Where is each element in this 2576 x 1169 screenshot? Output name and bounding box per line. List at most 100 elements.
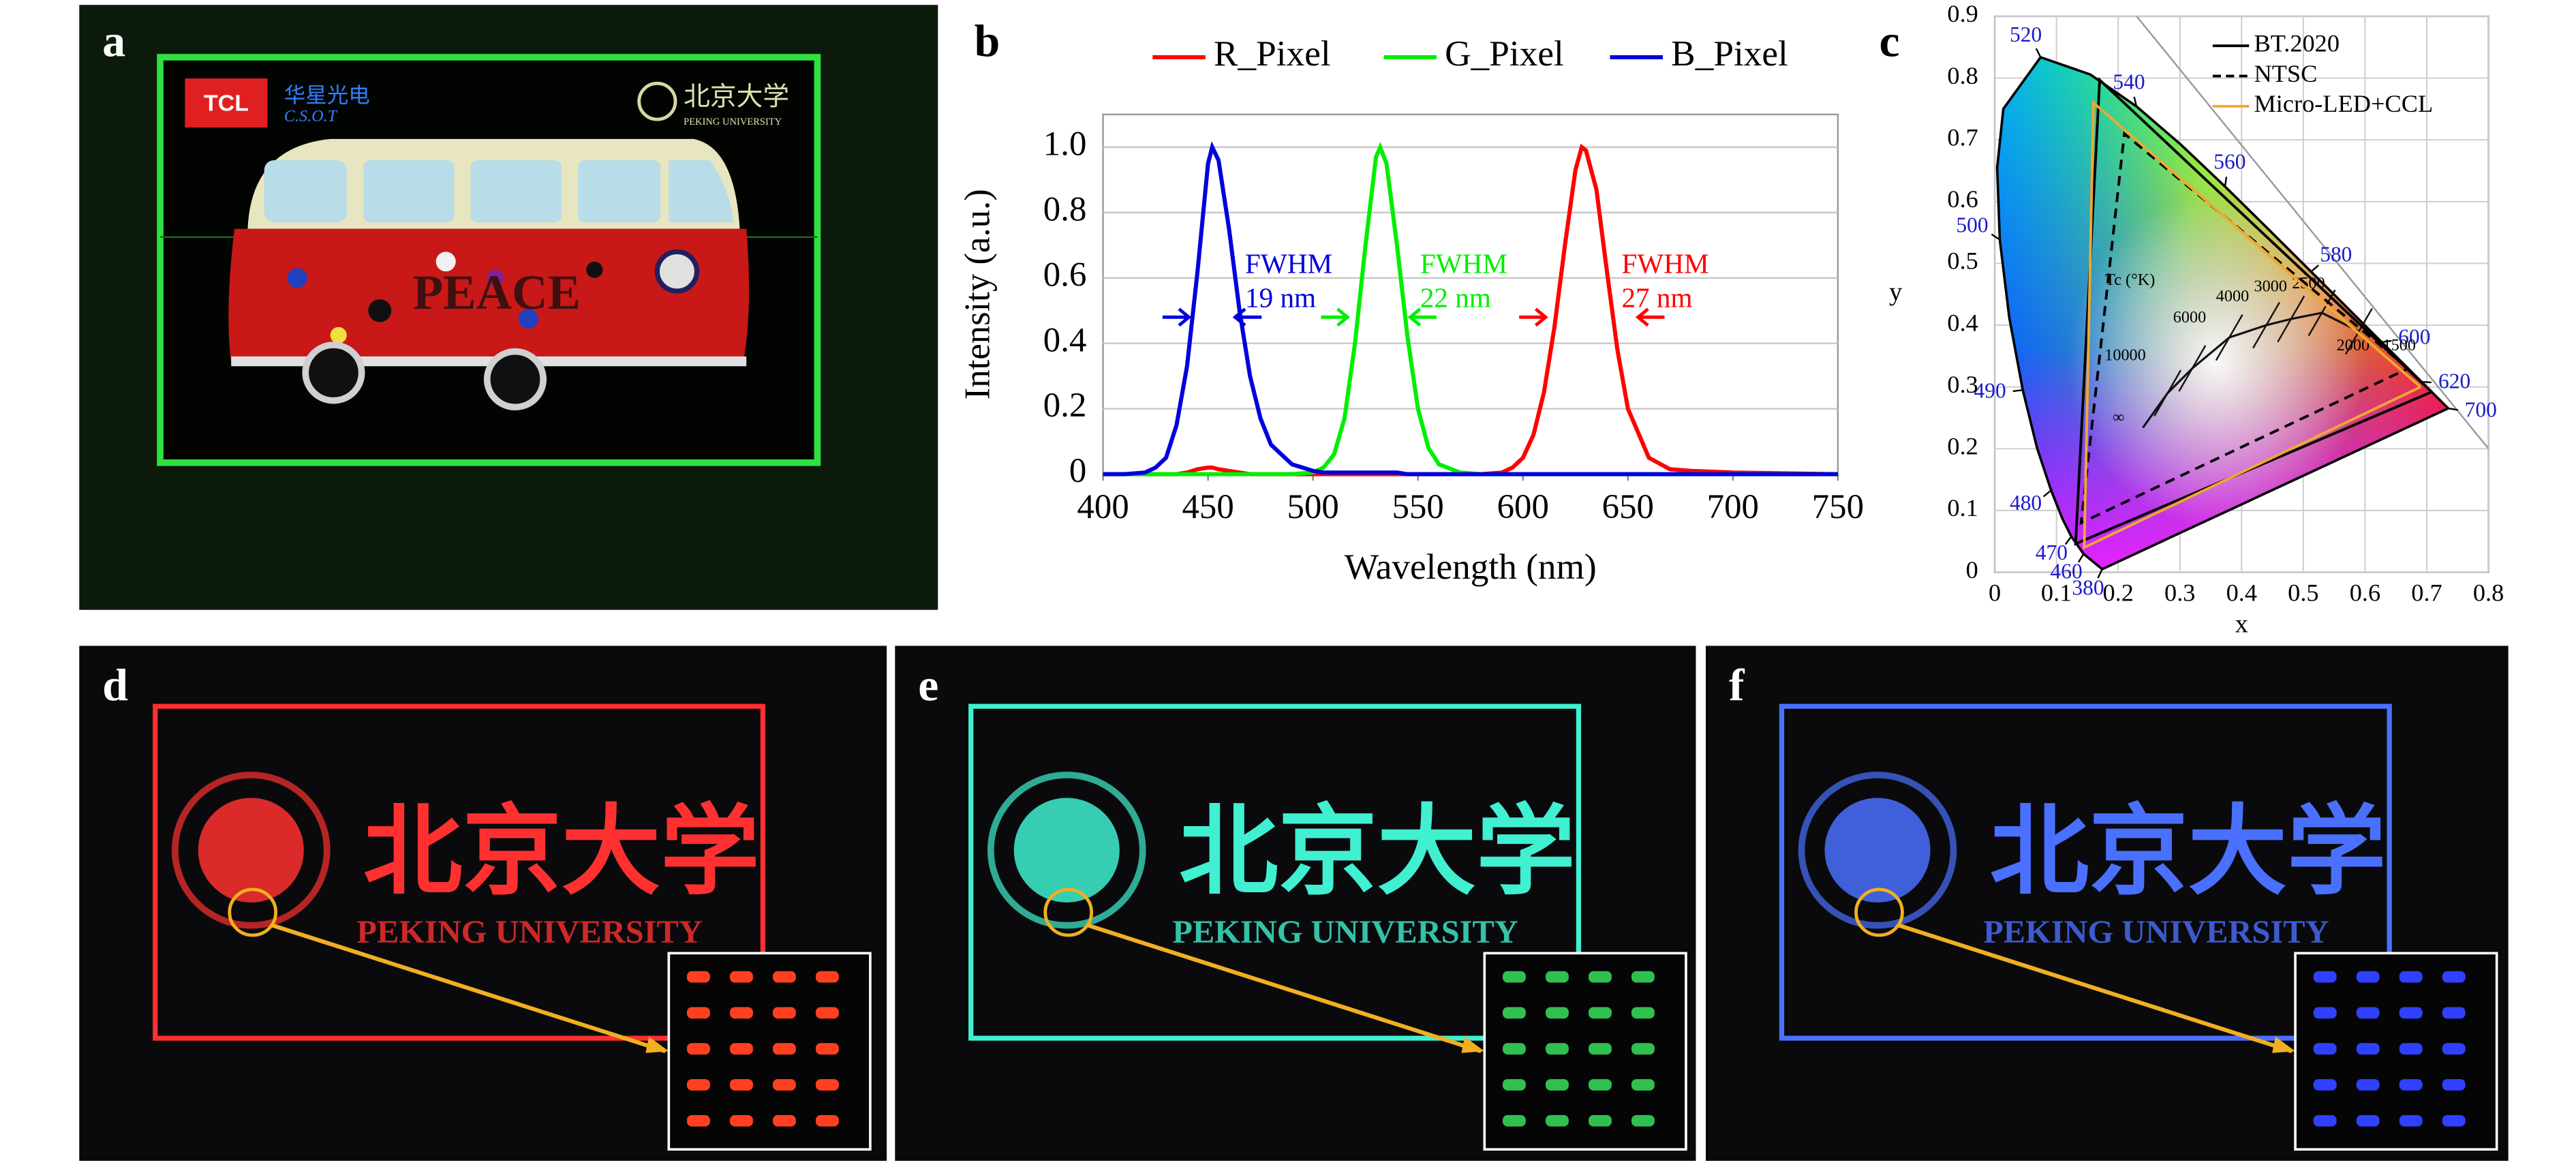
pixel [773, 1007, 796, 1019]
photo-frame [968, 703, 1582, 1041]
photo-text: PEKING UNIVERSITY [356, 914, 702, 950]
pixel [1631, 1007, 1655, 1019]
annotation: FWHM [1420, 248, 1507, 279]
locus-tick [2077, 553, 2085, 563]
photo-text: PEKING UNIVERSITY [1172, 914, 1518, 950]
pixel [1503, 1043, 1526, 1055]
callout-circle [228, 887, 278, 937]
pixel [2356, 971, 2380, 983]
isotherm [2215, 314, 2243, 361]
pixel [730, 1079, 753, 1091]
planckian-locus [2142, 312, 2360, 429]
x-tick-label: 750 [1812, 487, 1864, 526]
pixel [1503, 1079, 1526, 1091]
y-tick-label: 0.9 [1947, 0, 1978, 27]
y-tick-label: 0.4 [1947, 309, 1978, 336]
legend-label: Micro-LED+CCL [2254, 90, 2434, 117]
arrow-head [2272, 1036, 2296, 1053]
annotation: 27 nm [1621, 282, 1692, 314]
pixel [1546, 1114, 1569, 1127]
pixel [1631, 1114, 1655, 1127]
seal [1013, 798, 1120, 903]
pixel [2313, 1114, 2337, 1127]
isotherm [2252, 301, 2280, 349]
y-tick-label: 0.6 [1043, 256, 1087, 294]
locus-tick [1991, 233, 2001, 241]
pixel [2313, 1079, 2337, 1091]
x-tick-label: 0.2 [2102, 579, 2133, 607]
locus-label: 470 [2036, 541, 2068, 564]
y-axis-label: Intensity (a.u.) [957, 189, 997, 399]
diagonal [2136, 16, 2489, 450]
legend-label: NTSC [2254, 60, 2318, 87]
pixel [816, 1043, 839, 1055]
photo-text: PEKING UNIVERSITY [1983, 914, 2329, 950]
locus-tick [2448, 407, 2458, 411]
photo-frame [1779, 703, 2392, 1041]
annotation: FWHM [1621, 248, 1708, 279]
pixel [773, 1114, 796, 1127]
y-tick-label: 0 [1069, 451, 1086, 489]
photo-text: 北京大学 [1990, 795, 2387, 909]
y-tick-label: 0.5 [1947, 247, 1978, 275]
isotherm [2153, 369, 2182, 416]
pixel [1546, 971, 1569, 983]
callout-arrow [1087, 923, 1482, 1054]
pixel [2356, 1079, 2380, 1091]
seal [1798, 772, 1957, 929]
x-tick-label: 450 [1182, 487, 1234, 526]
y-tick-label: 0.4 [1043, 320, 1087, 359]
fwhm-arrow [1519, 307, 1548, 327]
x-tick-label: 0.5 [2288, 579, 2318, 607]
legend-label: BT.2020 [2254, 30, 2340, 57]
callout-circle [1854, 887, 1904, 937]
y-tick-label: 0.6 [1947, 185, 1978, 213]
pixel [2313, 1007, 2337, 1019]
fwhm-arrow [1635, 307, 1665, 327]
pixel [2356, 1007, 2380, 1019]
locus-label: 620 [2438, 369, 2470, 393]
x-tick-label: 500 [1287, 487, 1339, 526]
x-tick-label: 600 [1497, 487, 1549, 526]
seal [1824, 798, 1931, 903]
x-tick-label: 0.6 [2350, 579, 2380, 607]
seal [198, 798, 304, 903]
y-tick-label: 1.0 [1043, 125, 1087, 163]
x-tick-label: 0.4 [2226, 579, 2257, 607]
pixel [2313, 1043, 2337, 1055]
locus-tick [2310, 264, 2319, 273]
pixel [687, 1007, 710, 1019]
pixel [730, 1114, 753, 1127]
photo-text: TCL [204, 91, 249, 117]
planckian-label: Tc (°K) [2105, 271, 2155, 289]
pixel [773, 1079, 796, 1091]
pixel [2442, 971, 2466, 983]
planckian-label: 6000 [2173, 309, 2206, 327]
series-line [1103, 141, 1838, 476]
locus-tick [2012, 389, 2023, 393]
photo-text: PEACE [413, 265, 581, 320]
y-tick-label: 0.2 [1947, 433, 1978, 460]
locus-label: 500 [1956, 213, 1988, 237]
isotherm [2178, 345, 2207, 392]
panel-label: c [1879, 16, 1899, 67]
legend-label: B_Pixel [1671, 34, 1788, 74]
fwhm-arrow [1162, 307, 1192, 327]
pixel [1589, 1007, 1612, 1019]
x-tick-label: 0.3 [2164, 579, 2195, 607]
annotation: 19 nm [1245, 282, 1316, 314]
panel-label: b [975, 16, 1000, 67]
pixel [687, 1043, 710, 1055]
x-axis-label: x [2235, 610, 2248, 639]
seal [987, 772, 1146, 929]
pixel [816, 971, 839, 983]
pixel [1503, 1007, 1526, 1019]
pixel [1546, 1079, 1569, 1091]
planckian-label: 10000 [2104, 346, 2146, 364]
gamut-triangle [2079, 131, 2410, 526]
planckian-label: 3000 [2254, 278, 2287, 296]
locus-label: 490 [1974, 379, 2006, 403]
pixel [730, 1043, 753, 1055]
callout-circle [1043, 887, 1094, 937]
pixel [773, 1043, 796, 1055]
